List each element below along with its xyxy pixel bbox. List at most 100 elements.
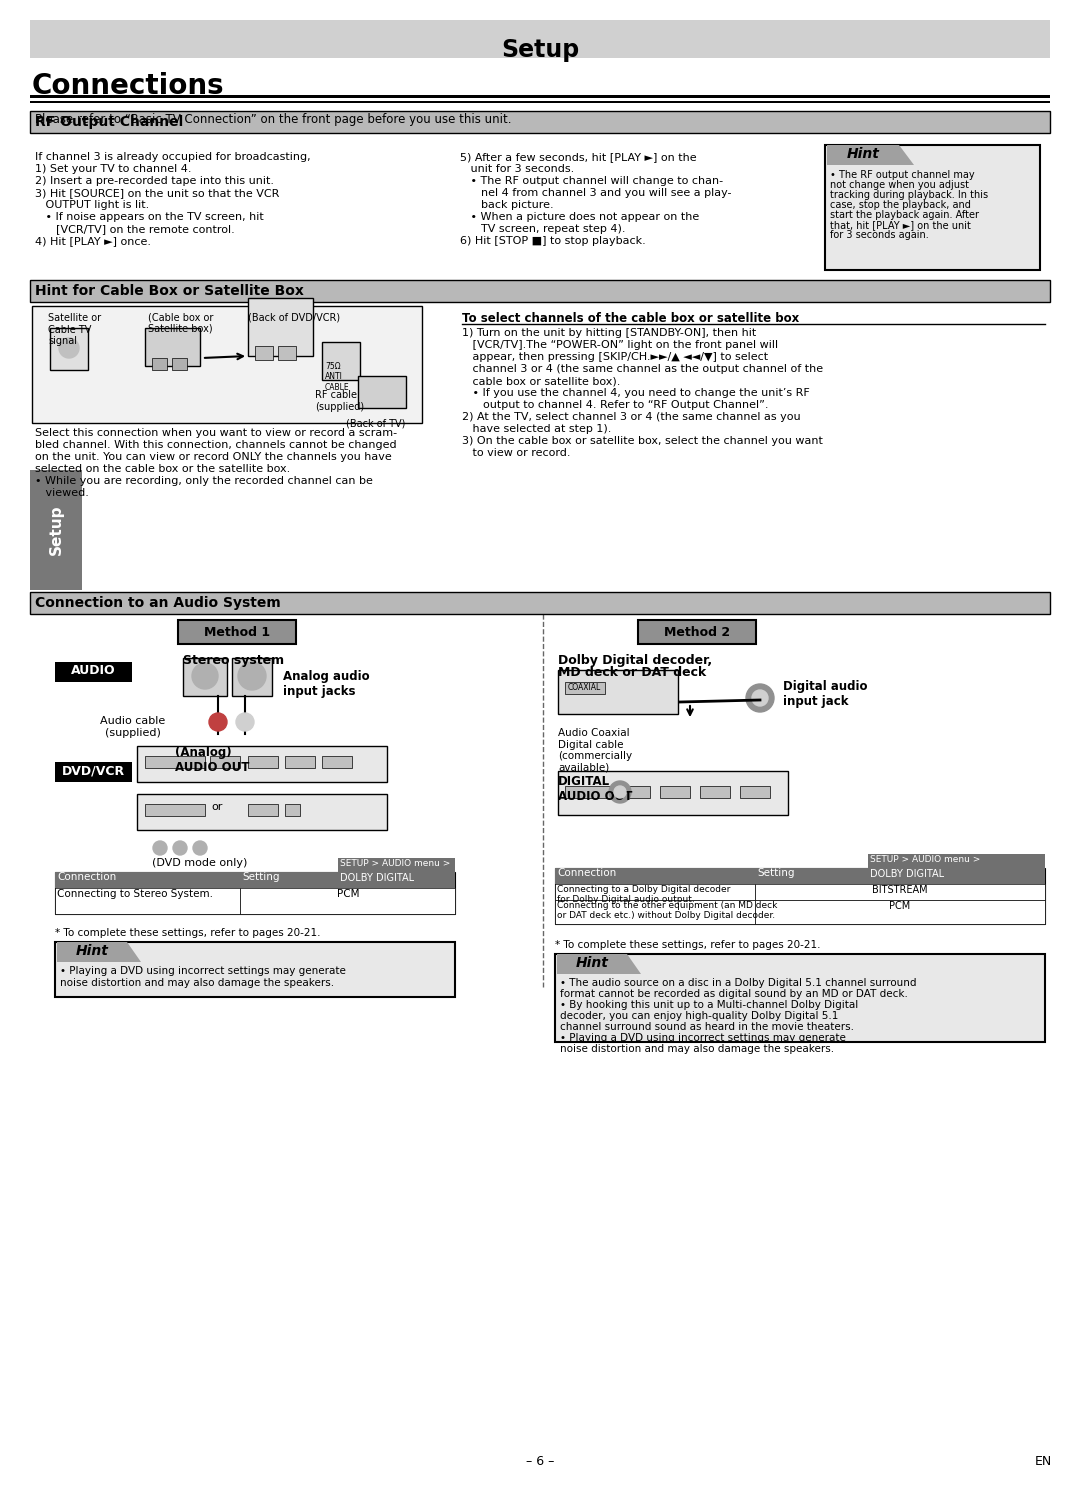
- Bar: [30, 95, 1050, 98]
- Text: that, hit [PLAY ►] on the unit: that, hit [PLAY ►] on the unit: [831, 220, 971, 230]
- Bar: [55, 941, 455, 996]
- Text: BITSTREAM: BITSTREAM: [873, 885, 928, 895]
- Text: channel 3 or 4 (the same channel as the output channel of the: channel 3 or 4 (the same channel as the …: [462, 364, 823, 375]
- Text: start the playback again. After: start the playback again. After: [831, 210, 978, 220]
- Bar: [145, 804, 205, 816]
- Text: Connections: Connections: [32, 71, 225, 100]
- Text: 6) Hit [STOP ■] to stop playback.: 6) Hit [STOP ■] to stop playback.: [460, 236, 646, 245]
- Bar: [30, 101, 1050, 103]
- Text: Hint: Hint: [76, 944, 108, 958]
- Text: Analog audio
input jacks: Analog audio input jacks: [283, 671, 369, 697]
- Text: Hint: Hint: [576, 956, 608, 970]
- Text: channel surround sound as heard in the movie theaters.: channel surround sound as heard in the m…: [561, 1022, 854, 1032]
- Bar: [868, 854, 1045, 868]
- Bar: [30, 112, 1050, 132]
- Bar: [740, 787, 770, 799]
- Text: If channel 3 is already occupied for broadcasting,: If channel 3 is already occupied for bro…: [35, 152, 311, 162]
- Circle shape: [609, 781, 631, 803]
- Bar: [565, 787, 610, 799]
- Bar: [285, 755, 315, 767]
- Bar: [555, 900, 755, 923]
- Text: • The RF output channel may: • The RF output channel may: [831, 170, 974, 180]
- Bar: [248, 297, 313, 355]
- Text: Audio cable
(supplied): Audio cable (supplied): [100, 717, 165, 738]
- Text: [VCR/TV].The “POWER-ON” light on the front panel will: [VCR/TV].The “POWER-ON” light on the fro…: [462, 341, 778, 349]
- Text: selected on the cable box or the satellite box.: selected on the cable box or the satelli…: [35, 464, 291, 474]
- Bar: [30, 112, 1050, 132]
- Bar: [145, 755, 205, 767]
- Text: Connecting to Stereo System.: Connecting to Stereo System.: [57, 889, 213, 900]
- Text: • While you are recording, only the recorded channel can be: • While you are recording, only the reco…: [35, 476, 373, 486]
- Text: Hint for Cable Box or Satellite Box: Hint for Cable Box or Satellite Box: [35, 284, 303, 297]
- Text: PCM: PCM: [337, 889, 360, 900]
- Bar: [248, 804, 278, 816]
- Bar: [55, 871, 455, 915]
- Text: • When a picture does not appear on the: • When a picture does not appear on the: [460, 213, 699, 222]
- Text: Please refer to “Basic TV Connection” on the front page before you use this unit: Please refer to “Basic TV Connection” on…: [35, 113, 512, 126]
- Circle shape: [238, 662, 266, 690]
- Text: 3) On the cable box or satellite box, select the channel you want: 3) On the cable box or satellite box, se…: [462, 436, 823, 446]
- Text: * To complete these settings, refer to pages 20-21.: * To complete these settings, refer to p…: [555, 940, 821, 950]
- Text: cable box or satellite box).: cable box or satellite box).: [462, 376, 620, 387]
- Text: Dolby Digital decoder,: Dolby Digital decoder,: [558, 654, 712, 668]
- Bar: [137, 794, 387, 830]
- Text: • If you use the channel 4, you need to change the unit’s RF: • If you use the channel 4, you need to …: [462, 388, 810, 399]
- Text: Stereo system: Stereo system: [183, 654, 284, 668]
- Polygon shape: [627, 955, 642, 974]
- Bar: [558, 671, 678, 714]
- Bar: [255, 346, 273, 360]
- Bar: [755, 883, 1045, 900]
- Text: (Back of TV): (Back of TV): [346, 418, 405, 428]
- Text: 2) Insert a pre-recorded tape into this unit.: 2) Insert a pre-recorded tape into this …: [35, 175, 274, 186]
- Text: Connection: Connection: [557, 868, 617, 877]
- Bar: [145, 329, 200, 366]
- Text: (Cable box or
Satellite box): (Cable box or Satellite box): [148, 312, 214, 333]
- Text: have selected at step 1).: have selected at step 1).: [462, 424, 611, 434]
- Text: To select channels of the cable box or satellite box: To select channels of the cable box or s…: [462, 312, 799, 326]
- Text: • By hooking this unit up to a Multi-channel Dolby Digital: • By hooking this unit up to a Multi-cha…: [561, 999, 859, 1010]
- Text: Satellite or
Cable TV
signal: Satellite or Cable TV signal: [48, 312, 102, 346]
- Bar: [240, 888, 455, 915]
- Text: (DVD mode only): (DVD mode only): [152, 858, 247, 868]
- Text: bled channel. With this connection, channels cannot be changed: bled channel. With this connection, chan…: [35, 440, 396, 451]
- Text: noise distortion and may also damage the speakers.: noise distortion and may also damage the…: [60, 978, 334, 987]
- Bar: [278, 346, 296, 360]
- Text: SETUP > AUDIO menu >: SETUP > AUDIO menu >: [340, 859, 450, 868]
- Bar: [240, 871, 455, 888]
- Text: Select this connection when you want to view or record a scram-: Select this connection when you want to …: [35, 428, 397, 439]
- Bar: [30, 19, 1050, 58]
- Bar: [55, 662, 132, 683]
- Bar: [620, 787, 650, 799]
- Text: for 3 seconds again.: for 3 seconds again.: [831, 230, 929, 239]
- Text: MD deck or DAT deck: MD deck or DAT deck: [558, 666, 706, 680]
- Text: 2) At the TV, select channel 3 or 4 (the same channel as you: 2) At the TV, select channel 3 or 4 (the…: [462, 412, 800, 422]
- Circle shape: [237, 712, 254, 732]
- Text: Setting: Setting: [242, 871, 280, 882]
- Bar: [55, 871, 240, 888]
- Bar: [152, 358, 167, 370]
- Bar: [660, 787, 690, 799]
- Bar: [210, 755, 240, 767]
- Bar: [755, 900, 1045, 923]
- Bar: [555, 883, 755, 900]
- Bar: [357, 376, 406, 407]
- Bar: [55, 888, 240, 915]
- Bar: [555, 868, 755, 883]
- Text: nel 4 from channel 3 and you will see a play-: nel 4 from channel 3 and you will see a …: [460, 187, 731, 198]
- Text: (Analog)
AUDIO OUT: (Analog) AUDIO OUT: [175, 746, 249, 775]
- Circle shape: [59, 338, 79, 358]
- Text: Setup: Setup: [49, 504, 64, 555]
- Text: EN: EN: [1035, 1454, 1052, 1468]
- Text: Method 2: Method 2: [664, 626, 730, 639]
- Bar: [57, 941, 127, 962]
- Text: Method 1: Method 1: [204, 626, 270, 639]
- Text: [VCR/TV] on the remote control.: [VCR/TV] on the remote control.: [35, 225, 234, 233]
- Text: – 6 –: – 6 –: [526, 1454, 554, 1468]
- Text: DOLBY DIGITAL: DOLBY DIGITAL: [340, 873, 414, 883]
- Bar: [565, 683, 605, 694]
- Bar: [755, 868, 1045, 883]
- Text: • If noise appears on the TV screen, hit: • If noise appears on the TV screen, hit: [35, 213, 264, 222]
- Text: RF Output Channel: RF Output Channel: [35, 114, 184, 129]
- Bar: [700, 787, 730, 799]
- Bar: [137, 746, 387, 782]
